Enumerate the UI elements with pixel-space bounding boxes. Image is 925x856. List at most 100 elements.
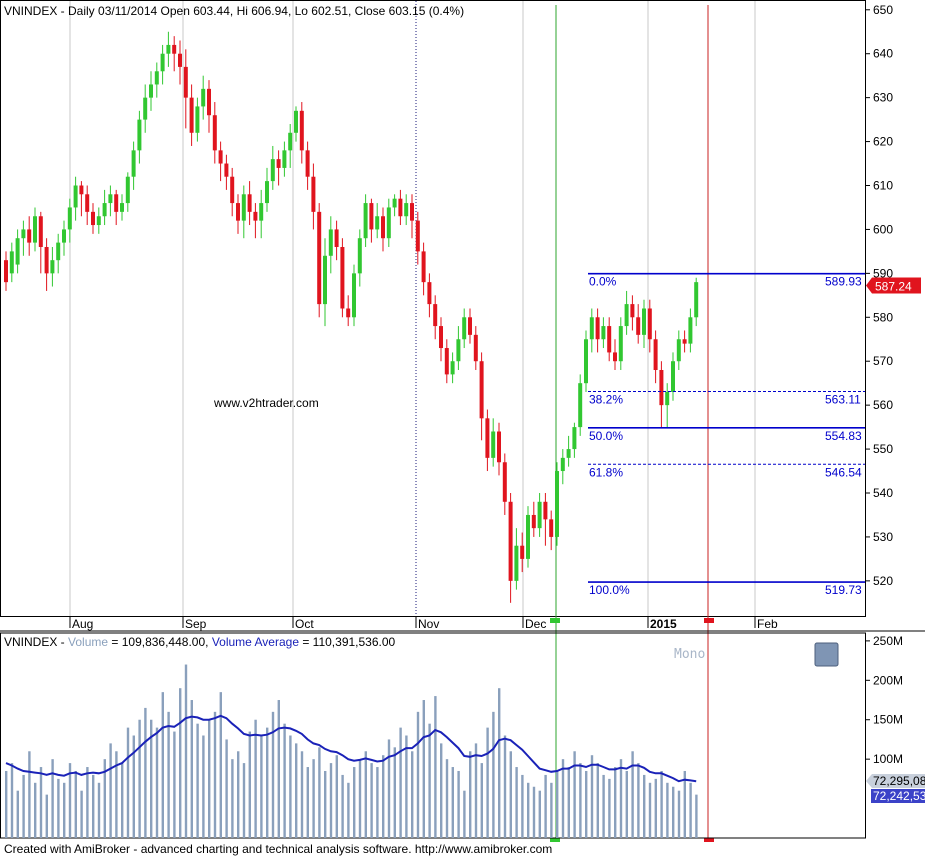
candle-up: [288, 132, 293, 151]
last-average-badge: [871, 788, 925, 803]
volume-bar: [289, 735, 292, 838]
candle-up: [96, 216, 101, 226]
candle-up: [404, 203, 409, 217]
price-frame: [0, 0, 866, 617]
volume-bar: [556, 770, 559, 838]
candle-down: [543, 501, 548, 520]
candle-down: [427, 282, 432, 305]
volume-bar: [486, 727, 489, 838]
price-tick-label: 580: [873, 310, 893, 324]
candle-down: [4, 260, 8, 283]
fib-value-label: 563.11: [825, 392, 861, 406]
volume-bar: [254, 719, 257, 838]
candle-up: [589, 317, 594, 340]
volume-bar: [625, 770, 628, 838]
volume-bar: [364, 751, 367, 838]
volume-bar: [573, 751, 576, 838]
candle-down: [439, 326, 443, 349]
volume-bar: [150, 719, 153, 838]
volume-bar: [596, 763, 599, 838]
candle-down: [346, 308, 351, 318]
candle-down: [433, 304, 438, 327]
candle-down: [468, 317, 472, 335]
candle-up: [241, 194, 246, 221]
candle-up: [491, 431, 496, 458]
volume-bar: [590, 755, 594, 838]
candle-up: [56, 242, 61, 261]
volume-bar: [393, 747, 396, 838]
candle-up: [584, 339, 588, 384]
volume-bar: [602, 774, 605, 838]
candle-down: [630, 304, 635, 318]
volume-bar: [196, 723, 199, 838]
volume-bar: [22, 774, 25, 838]
volume-bar: [295, 743, 298, 838]
price-tick-label: 650: [873, 3, 893, 17]
last-price-label: 587.24: [875, 279, 912, 293]
candle-up: [578, 383, 583, 428]
candle-up: [375, 216, 380, 230]
fib-pct-label: 61.8%: [589, 465, 623, 479]
fib-pct-label: 50.0%: [589, 429, 623, 443]
candle-down: [38, 216, 43, 247]
candle-up: [601, 326, 606, 340]
candle-down: [334, 229, 339, 247]
volume-bar: [271, 711, 275, 838]
last-volume-badge: [866, 773, 925, 788]
candle-down: [44, 247, 49, 274]
mono-toggle-button[interactable]: [814, 642, 839, 667]
candle-down: [508, 501, 513, 581]
volume-bar: [126, 727, 130, 838]
volume-bar: [248, 731, 251, 838]
volume-bar: [503, 735, 507, 838]
volume-bar: [347, 782, 350, 838]
candle-up: [323, 255, 327, 305]
price-tick-label: 590: [873, 266, 893, 280]
candle-up: [694, 282, 699, 318]
candle-up: [526, 514, 530, 559]
candle-down: [485, 418, 490, 458]
volume-bar: [492, 711, 495, 838]
candle-down: [381, 216, 385, 239]
fib-value-label: 554.83: [825, 429, 862, 443]
candle-up: [154, 71, 159, 85]
volume-bar: [184, 664, 188, 838]
price-tick-label: 600: [873, 222, 893, 236]
volume-bar: [161, 692, 164, 838]
price-tick-label: 560: [873, 398, 893, 412]
volume-bar: [97, 782, 101, 838]
candle-up: [120, 203, 124, 212]
volume-bar: [405, 735, 408, 838]
volume-tick-label: 150M: [873, 713, 903, 727]
volume-bar: [266, 727, 269, 838]
candle-up: [560, 457, 565, 472]
candle-up: [392, 198, 397, 208]
volume-bar: [654, 778, 657, 838]
volume-title: VNINDEX - Volume = 109,836,448.00, Volum…: [4, 635, 396, 649]
candle-down: [398, 198, 403, 217]
price-tick-label: 630: [873, 91, 893, 105]
candle-down: [183, 66, 188, 98]
candle-down: [79, 185, 84, 195]
volume-bar: [672, 786, 675, 838]
candle-down: [236, 203, 240, 221]
fib-pct-label: 0.0%: [589, 275, 617, 289]
volume-bar: [434, 696, 437, 838]
volume-bar: [387, 739, 391, 838]
candle-down: [520, 545, 525, 559]
candle-up: [624, 304, 629, 327]
footer-credit: Created with AmiBroker - advanced charti…: [4, 842, 552, 856]
volume-bar: [451, 767, 454, 838]
fib-value-label: 546.54: [825, 465, 862, 479]
volume-bar: [515, 767, 518, 838]
candle-down: [189, 97, 194, 133]
volume-bar: [202, 735, 205, 838]
volume-bar: [225, 739, 228, 838]
candle-down: [230, 176, 235, 204]
fib-pct-label: 38.2%: [589, 392, 623, 406]
candle-up: [363, 203, 368, 239]
volume-bar: [237, 751, 240, 838]
volume-bar: [260, 735, 263, 838]
last-average-label: 72,242,53: [873, 789, 925, 803]
